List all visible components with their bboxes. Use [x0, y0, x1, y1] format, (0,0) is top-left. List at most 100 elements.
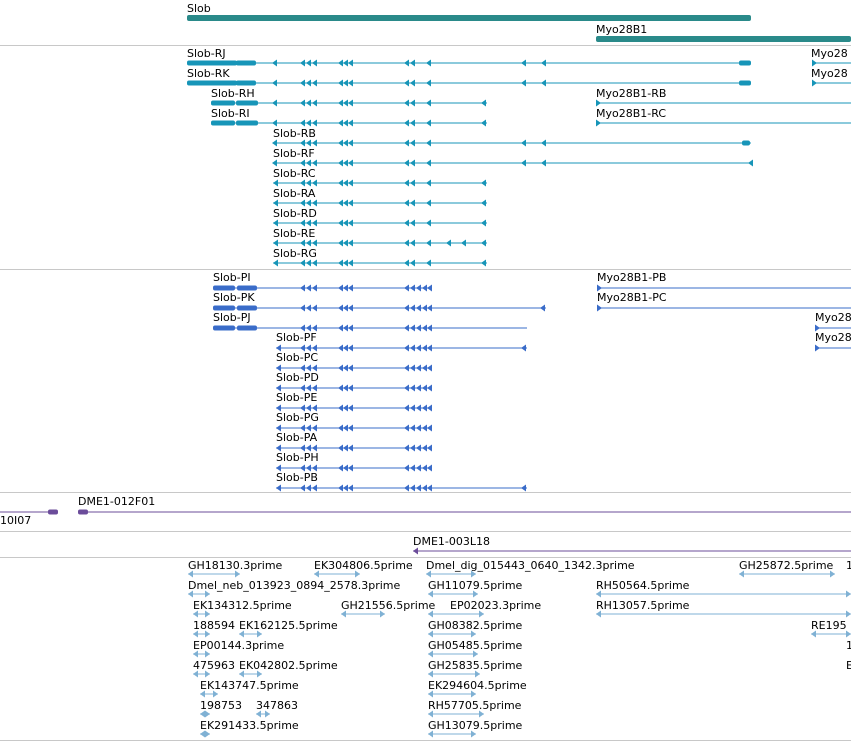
exon-arrow[interactable] — [481, 239, 486, 247]
exon-arrow[interactable] — [306, 239, 311, 247]
transcript-label-slob-rk[interactable]: Slob-RK — [187, 67, 230, 80]
exon-arrow[interactable] — [481, 259, 486, 267]
exon-arrow[interactable] — [410, 179, 415, 187]
est-arrow[interactable] — [200, 690, 205, 698]
exon-arrow[interactable] — [348, 304, 353, 312]
exon-arrow[interactable] — [410, 464, 415, 472]
est-arrow[interactable] — [257, 670, 262, 678]
exon-arrow[interactable] — [596, 119, 601, 127]
exon-arrow[interactable] — [312, 199, 317, 207]
est-arrow[interactable] — [428, 650, 433, 658]
exon-arrow[interactable] — [306, 404, 311, 412]
exon-arrow[interactable] — [426, 259, 431, 267]
est-arrow[interactable] — [596, 610, 601, 618]
exon-arrow[interactable] — [410, 99, 415, 107]
exon-arrow[interactable] — [300, 79, 305, 87]
est-label[interactable]: 475963 — [193, 659, 235, 672]
est-arrow[interactable] — [188, 570, 193, 578]
est-arrow[interactable] — [596, 590, 601, 598]
est-arrow[interactable] — [193, 630, 198, 638]
est-label[interactable]: EK143747.5prime — [200, 679, 299, 692]
exon-arrow[interactable] — [338, 344, 343, 352]
exon-arrow[interactable] — [300, 139, 305, 147]
est-arrow[interactable] — [265, 710, 270, 718]
exon-arrow[interactable] — [426, 159, 431, 167]
exon-arrow[interactable] — [338, 239, 343, 247]
est-label[interactable]: Dmel_neb_013923_0894_2578.3prime — [188, 579, 401, 592]
exon-arrow[interactable] — [343, 444, 348, 452]
exon-arrow[interactable] — [422, 304, 427, 312]
transcript-label-myo28b1-rb[interactable]: Myo28B1-RB — [596, 87, 667, 100]
est-arrow[interactable] — [479, 610, 484, 618]
exon-arrow[interactable] — [416, 464, 421, 472]
exon-arrow[interactable] — [426, 79, 431, 87]
exon-arrow[interactable] — [300, 99, 305, 107]
transcript-label-myo28-right[interactable]: Myo28 — [811, 47, 848, 60]
est-label[interactable]: RH13057.5prime — [596, 599, 690, 612]
exon-arrow[interactable] — [338, 99, 343, 107]
exon-arrow[interactable] — [300, 59, 305, 67]
exon-arrow[interactable] — [427, 324, 432, 332]
exon-arrow[interactable] — [410, 119, 415, 127]
exon-arrow[interactable] — [306, 324, 311, 332]
exon-arrow[interactable] — [273, 219, 278, 227]
exon-arrow[interactable] — [312, 464, 317, 472]
exon-arrow[interactable] — [416, 384, 421, 392]
exon-arrow[interactable] — [343, 464, 348, 472]
exon-arrow[interactable] — [410, 404, 415, 412]
exon-arrow[interactable] — [343, 219, 348, 227]
transcript-label-slob-rd[interactable]: Slob-RD — [273, 207, 317, 220]
transcript-label-myo28-right[interactable]: Myo28 — [811, 67, 848, 80]
exon-arrow[interactable] — [343, 384, 348, 392]
clone-arrow[interactable] — [413, 547, 418, 555]
exon-arrow[interactable] — [422, 444, 427, 452]
clone-end-block[interactable] — [48, 509, 58, 515]
est-label[interactable]: EP02023.3prime — [450, 599, 542, 612]
est-label[interactable]: E — [846, 659, 851, 672]
exon-arrow[interactable] — [312, 79, 317, 87]
protein-label-myo28-right[interactable]: Myo28 — [815, 311, 851, 324]
exon-arrow[interactable] — [422, 404, 427, 412]
exon-arrow[interactable] — [348, 79, 353, 87]
exon-arrow[interactable] — [343, 284, 348, 292]
exon-arrow[interactable] — [343, 424, 348, 432]
exon-arrow[interactable] — [410, 159, 415, 167]
exon-arrow[interactable] — [416, 444, 421, 452]
exon-arrow[interactable] — [343, 199, 348, 207]
est-arrow[interactable] — [471, 570, 476, 578]
est-arrow[interactable] — [428, 710, 433, 718]
est-arrow[interactable] — [811, 630, 816, 638]
exon-arrow[interactable] — [272, 79, 277, 87]
exon-arrow[interactable] — [272, 159, 277, 167]
transcript-label-slob-rf[interactable]: Slob-RF — [273, 147, 315, 160]
exon-arrow[interactable] — [338, 484, 343, 492]
exon-arrow[interactable] — [300, 464, 305, 472]
exon-arrow[interactable] — [348, 259, 353, 267]
exon-arrow[interactable] — [404, 119, 409, 127]
exon-arrow[interactable] — [410, 139, 415, 147]
exon-arrow[interactable] — [427, 344, 432, 352]
exon-arrow[interactable] — [481, 199, 486, 207]
exon-arrow[interactable] — [338, 139, 343, 147]
protein-label-slob-pd[interactable]: Slob-PD — [276, 371, 319, 384]
est-arrow[interactable] — [830, 570, 835, 578]
exon-arrow[interactable] — [410, 484, 415, 492]
exon-arrow[interactable] — [410, 79, 415, 87]
exon-arrow[interactable] — [404, 444, 409, 452]
est-label[interactable]: 1 — [846, 639, 851, 652]
exon-arrow[interactable] — [416, 404, 421, 412]
protein-label-slob-ph[interactable]: Slob-PH — [276, 451, 319, 464]
exon-arrow[interactable] — [404, 344, 409, 352]
exon-arrow[interactable] — [312, 139, 317, 147]
exon-arrow[interactable] — [348, 59, 353, 67]
exon-arrow[interactable] — [338, 79, 343, 87]
clone-label-left[interactable]: 10I07 — [0, 514, 32, 527]
exon-arrow[interactable] — [312, 404, 317, 412]
exon-arrow[interactable] — [306, 284, 311, 292]
exon-arrow[interactable] — [306, 139, 311, 147]
exon-arrow[interactable] — [404, 199, 409, 207]
exon-arrow[interactable] — [312, 304, 317, 312]
exon-arrow[interactable] — [338, 364, 343, 372]
protein-label-slob-pf[interactable]: Slob-PF — [276, 331, 317, 344]
exon-arrow[interactable] — [276, 444, 281, 452]
